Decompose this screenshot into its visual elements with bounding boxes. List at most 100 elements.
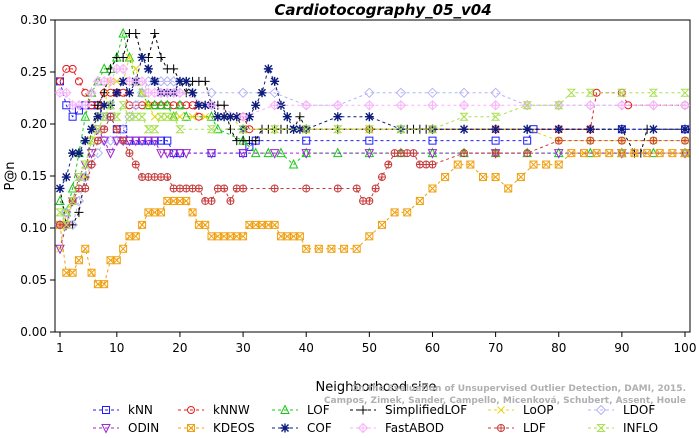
marker-asterisk: [74, 148, 84, 158]
data-point-knnw: [131, 101, 140, 110]
data-point-knnw: [62, 64, 71, 73]
marker-diamond-cross-inner: [238, 112, 248, 122]
marker-circle: [187, 406, 195, 414]
marker-plus: [295, 112, 305, 122]
y-tick-label: 0.10: [20, 221, 47, 235]
marker-triangle: [80, 111, 91, 121]
marker-triangle-down: [86, 149, 97, 159]
marker-diamond-cross-inner: [491, 100, 501, 110]
y-tick-label: 0.30: [20, 13, 47, 27]
marker-circle-plus-inner: [649, 137, 657, 145]
marker-asterisk: [225, 112, 235, 122]
data-point-cof: [522, 124, 532, 134]
data-point-cof: [333, 112, 343, 122]
marker-asterisk: [80, 136, 90, 146]
marker-hourglass: [596, 424, 606, 432]
legend-marker: [280, 423, 290, 433]
marker-hourglass: [554, 101, 564, 110]
marker-diamond-cross-inner: [680, 100, 690, 110]
marker-circle-plus-inner: [271, 184, 279, 192]
data-point-kdeos: [295, 232, 304, 241]
data-point-kdeos: [314, 244, 323, 253]
data-point-cof: [80, 136, 90, 146]
marker-square-x-cross: [466, 160, 475, 169]
data-point-inflo: [301, 125, 311, 134]
marker-x: [176, 112, 184, 121]
marker-square-x-cross: [630, 149, 639, 157]
data-point-kdeos: [100, 280, 109, 289]
marker-asterisk: [617, 124, 627, 134]
data-point-inflo: [124, 112, 135, 121]
data-point-cof: [680, 124, 690, 134]
x-tick-label: 10: [109, 341, 124, 355]
marker-asterisk: [251, 100, 261, 110]
marker-square: [523, 136, 532, 145]
marker-asterisk: [680, 124, 690, 134]
data-point-loop: [201, 112, 210, 121]
marker-diamond: [595, 404, 607, 416]
data-point-ldf: [270, 184, 279, 193]
marker-square-x: [377, 220, 386, 229]
data-point-ldf: [617, 136, 626, 145]
marker-square-x: [283, 232, 292, 241]
data-point-kdeos: [390, 208, 399, 217]
marker-circle-plus-inner: [555, 137, 563, 145]
marker-asterisk: [491, 124, 501, 134]
marker-hourglass: [55, 208, 65, 217]
data-point-kdeos: [529, 160, 538, 169]
marker-circle-plus-inner: [208, 197, 216, 205]
x-tick-label: 60: [425, 341, 440, 355]
data-point-odin: [99, 136, 110, 147]
marker-square: [102, 406, 110, 414]
marker-square-x: [504, 184, 513, 193]
data-point-ldf: [239, 184, 248, 193]
data-point-ldf: [352, 184, 361, 193]
marker-circle: [125, 101, 134, 110]
data-point-kdeos: [516, 173, 525, 182]
data-point-ldof: [124, 111, 135, 122]
marker-triangle: [55, 195, 65, 205]
data-point-odin: [181, 149, 192, 159]
data-point-cof: [251, 100, 261, 110]
marker-diamond-cross-inner: [175, 88, 185, 98]
data-point-lof: [162, 99, 173, 110]
legend-item-ldf: LDF: [488, 421, 546, 435]
marker-diamond: [395, 87, 407, 99]
marker-plus: [118, 52, 128, 62]
data-point-odin: [162, 149, 173, 159]
data-point-odin: [130, 136, 141, 147]
marker-square-x-cross: [327, 244, 336, 253]
marker-square-x: [295, 232, 304, 241]
marker-hourglass: [149, 125, 160, 134]
marker-plus: [251, 136, 261, 146]
data-point-kdeos: [630, 149, 639, 158]
marker-circle-plus-inner: [239, 184, 247, 192]
marker-triangle-down: [206, 149, 217, 159]
marker-circle-plus-inner: [353, 184, 361, 192]
data-point-kdeos: [668, 149, 677, 158]
marker-hourglass: [61, 220, 72, 229]
x-tick-label: 90: [614, 341, 629, 355]
data-point-ldf: [119, 136, 128, 145]
marker-square-x: [188, 208, 197, 217]
data-point-kdeos: [131, 232, 140, 241]
data-point-kdeos: [327, 244, 336, 253]
marker-square-x-cross: [201, 221, 210, 229]
marker-triangle: [288, 158, 299, 169]
marker-hourglass: [162, 112, 173, 121]
data-point-odin: [156, 149, 166, 159]
data-point-odin: [124, 136, 135, 147]
legend-label: FastABOD: [385, 421, 444, 434]
marker-circle-plus-inner: [372, 184, 380, 192]
marker-triangle: [250, 147, 261, 158]
data-point-ldf: [87, 160, 96, 169]
marker-square-x-cross: [529, 160, 538, 169]
marker-square-x: [100, 280, 109, 289]
marker-asterisk: [244, 112, 254, 122]
marker-square-x: [276, 232, 285, 241]
marker-circle-plus-inner: [195, 184, 203, 192]
marker-circle-plus-inner: [523, 149, 531, 157]
marker-asterisk: [150, 76, 160, 86]
data-point-cof: [232, 112, 242, 122]
data-point-ldf: [384, 160, 393, 169]
